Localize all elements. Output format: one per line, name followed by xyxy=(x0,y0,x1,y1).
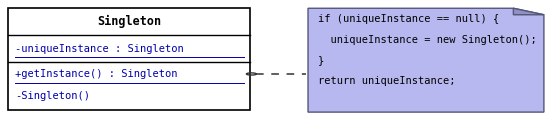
Text: +getInstance() : Singleton: +getInstance() : Singleton xyxy=(15,69,178,79)
Text: -Singleton(): -Singleton() xyxy=(15,91,90,101)
Text: -uniqueInstance : Singleton: -uniqueInstance : Singleton xyxy=(15,44,184,54)
Text: }: } xyxy=(318,55,324,65)
Text: uniqueInstance = new Singleton();: uniqueInstance = new Singleton(); xyxy=(318,35,537,45)
Polygon shape xyxy=(513,8,544,15)
Text: return uniqueInstance;: return uniqueInstance; xyxy=(318,76,456,86)
Bar xyxy=(8,8,250,110)
Text: Singleton: Singleton xyxy=(97,15,161,28)
Text: if (uniqueInstance == null) {: if (uniqueInstance == null) { xyxy=(318,14,500,24)
Polygon shape xyxy=(308,8,544,112)
